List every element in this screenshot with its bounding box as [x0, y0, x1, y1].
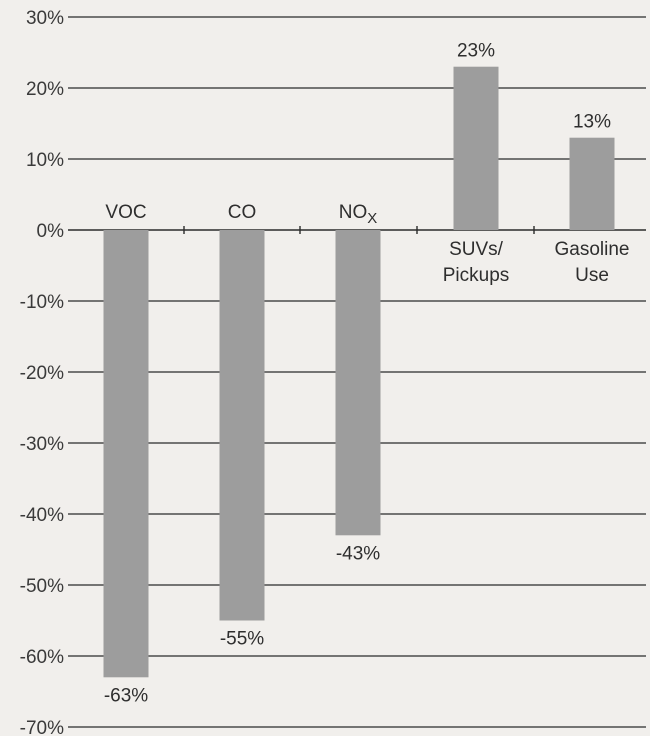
- y-tick-label: -60%: [20, 647, 64, 668]
- y-tick-label: 30%: [26, 8, 64, 29]
- value-label: -55%: [220, 629, 264, 650]
- category-label-subscript: X: [367, 210, 377, 227]
- y-axis: 30% 20% 10% 0% -10% -20% -30% -40% -50% -60% -70%: [20, 8, 64, 736]
- category-label-line: Pickups: [443, 265, 510, 286]
- labels: -63% VOC -55% CO -43% NOX 23% SUVs/Pickups 13% Ga…: [104, 41, 630, 707]
- category-label: CO: [228, 202, 257, 223]
- y-tick-label: -70%: [20, 718, 64, 736]
- y-tick-label: 0%: [37, 221, 65, 242]
- category-label: NOX: [339, 202, 378, 227]
- y-tick-label: 10%: [26, 150, 64, 171]
- y-tick-label: -10%: [20, 292, 64, 313]
- bar-4: [569, 137, 615, 230]
- y-tick-label: -30%: [20, 434, 64, 455]
- value-label: 23%: [457, 41, 495, 62]
- bar-2: [335, 230, 381, 536]
- y-tick-label: -50%: [20, 576, 64, 597]
- category-label: SUVs/Pickups: [443, 239, 510, 286]
- value-label: -63%: [104, 685, 148, 706]
- value-label: 13%: [573, 112, 611, 133]
- category-label-line: Use: [575, 265, 609, 286]
- y-tick-label: -40%: [20, 505, 64, 526]
- category-label-line: SUVs/: [449, 239, 504, 260]
- y-tick-label: 20%: [26, 79, 64, 100]
- category-label-line: Gasoline: [555, 239, 630, 260]
- category-label: VOC: [105, 202, 146, 223]
- bars: [103, 66, 615, 678]
- y-tick-label: -20%: [20, 363, 64, 384]
- bar-3: [453, 66, 499, 230]
- value-label: -43%: [336, 543, 380, 564]
- bar-0: [103, 230, 149, 678]
- bar-1: [219, 230, 265, 621]
- category-label: Gasoline Use: [555, 239, 630, 286]
